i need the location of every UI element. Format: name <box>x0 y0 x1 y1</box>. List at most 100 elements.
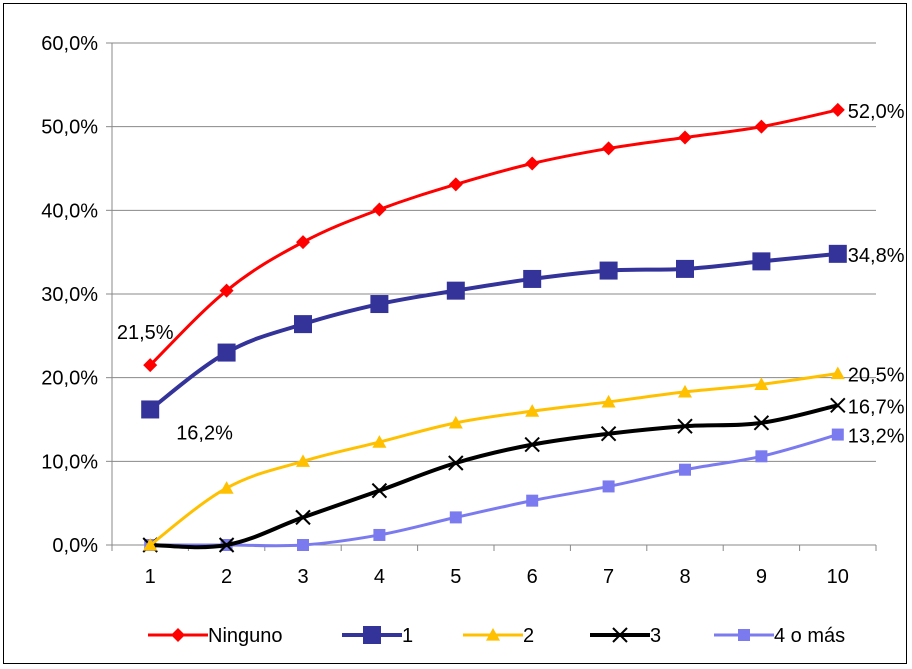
data-point <box>525 156 540 171</box>
data-point <box>448 177 463 192</box>
axes: 0,0% 10,0% 20,0% 30,0% 40,0% 50,0% 60,0% 1 2 3 4 5 6… <box>41 33 877 588</box>
y-tick-label: 40,0% <box>41 200 98 222</box>
series-4 <box>144 428 844 551</box>
data-point <box>217 343 236 362</box>
data-point <box>370 295 389 314</box>
chart-frame <box>3 3 907 664</box>
data-point <box>679 463 691 476</box>
series-2 <box>143 366 845 551</box>
series-line <box>149 371 839 547</box>
data-point <box>297 539 309 551</box>
data-point <box>449 511 462 524</box>
data-label: 52,0% <box>848 101 905 123</box>
series-line <box>149 108 839 367</box>
data-point <box>143 358 158 373</box>
data-point <box>612 627 628 643</box>
data-point <box>296 235 310 250</box>
data-point <box>448 415 463 429</box>
data-label: 13,2% <box>848 426 905 448</box>
legend-item-4: 4 o más <box>714 625 845 647</box>
y-tick-label: 20,0% <box>41 368 98 390</box>
x-tick-label: 8 <box>679 566 690 588</box>
gridlines <box>112 42 876 462</box>
data-point <box>294 315 312 334</box>
data-point <box>296 454 310 467</box>
x-tick-label: 4 <box>374 566 385 588</box>
x-tick-label: 6 <box>527 566 538 588</box>
data-point <box>738 629 750 641</box>
data-point <box>599 261 618 280</box>
legend-label: Ninguno <box>208 625 283 647</box>
data-point <box>830 102 845 117</box>
legend-label: 2 <box>523 625 534 647</box>
data-label: 21,5% <box>117 322 174 344</box>
legend-label: 1 <box>402 625 413 647</box>
data-point <box>830 397 846 413</box>
series-0 <box>143 102 845 373</box>
data-point-stroke <box>677 418 693 434</box>
legend-item-2: 2 <box>463 625 534 647</box>
x-tick-label: 3 <box>297 566 308 588</box>
x-tick-label: 5 <box>450 566 461 588</box>
legend-item-0: Ninguno <box>148 625 283 647</box>
data-point <box>753 415 770 431</box>
data-point <box>602 480 615 493</box>
data-point-stroke <box>524 436 540 453</box>
data-point-stroke <box>371 482 388 499</box>
series-3 <box>142 397 846 553</box>
data-point <box>752 252 771 271</box>
data-point <box>295 509 311 526</box>
x-tick-label: 1 <box>145 566 156 588</box>
x-tick-label: 10 <box>827 566 849 588</box>
data-point <box>373 528 386 541</box>
data-point-stroke <box>448 455 464 471</box>
series-1 <box>141 244 847 419</box>
data-point <box>601 394 616 408</box>
data-point <box>171 628 185 642</box>
data-point <box>219 283 234 298</box>
data-point <box>831 428 844 441</box>
data-label: 20,5% <box>848 364 905 386</box>
data-point <box>754 377 769 390</box>
data-point-stroke <box>612 627 628 643</box>
series-line <box>150 403 839 550</box>
data-point <box>143 538 158 551</box>
data-point <box>219 481 234 494</box>
data-point <box>372 202 387 217</box>
x-tick-label: 7 <box>603 566 614 588</box>
legend-item-3: 3 <box>590 625 661 647</box>
data-point <box>372 435 387 448</box>
data-point <box>371 482 388 499</box>
data-point <box>363 626 381 644</box>
data-point <box>677 418 693 434</box>
data-point <box>523 269 542 288</box>
data-point <box>678 130 692 145</box>
legend: Ninguno 1 2 3 4 o más <box>148 625 845 647</box>
data-point-stroke <box>830 397 846 413</box>
data-point <box>525 404 540 417</box>
data-point <box>676 259 694 278</box>
data-point-stroke <box>600 426 617 442</box>
series-line <box>150 433 839 548</box>
data-point-stroke <box>753 415 770 431</box>
data-point <box>600 426 617 442</box>
y-tick-label: 50,0% <box>41 117 98 139</box>
data-point <box>601 141 616 156</box>
data-point <box>141 400 160 419</box>
legend-item-1: 1 <box>342 625 413 647</box>
legend-label: 3 <box>650 625 661 647</box>
y-tick-label: 10,0% <box>41 451 98 473</box>
data-point <box>755 450 768 463</box>
data-label: 16,7% <box>848 396 905 418</box>
data-point <box>524 436 540 453</box>
data-point <box>754 119 769 134</box>
data-point-stroke <box>218 537 235 553</box>
series-lines <box>141 102 847 553</box>
data-point <box>678 384 692 398</box>
x-tick-label: 9 <box>756 566 767 588</box>
data-point <box>486 628 500 641</box>
data-point <box>448 455 464 471</box>
y-tick-label: 60,0% <box>41 33 98 55</box>
series-line <box>149 251 838 412</box>
